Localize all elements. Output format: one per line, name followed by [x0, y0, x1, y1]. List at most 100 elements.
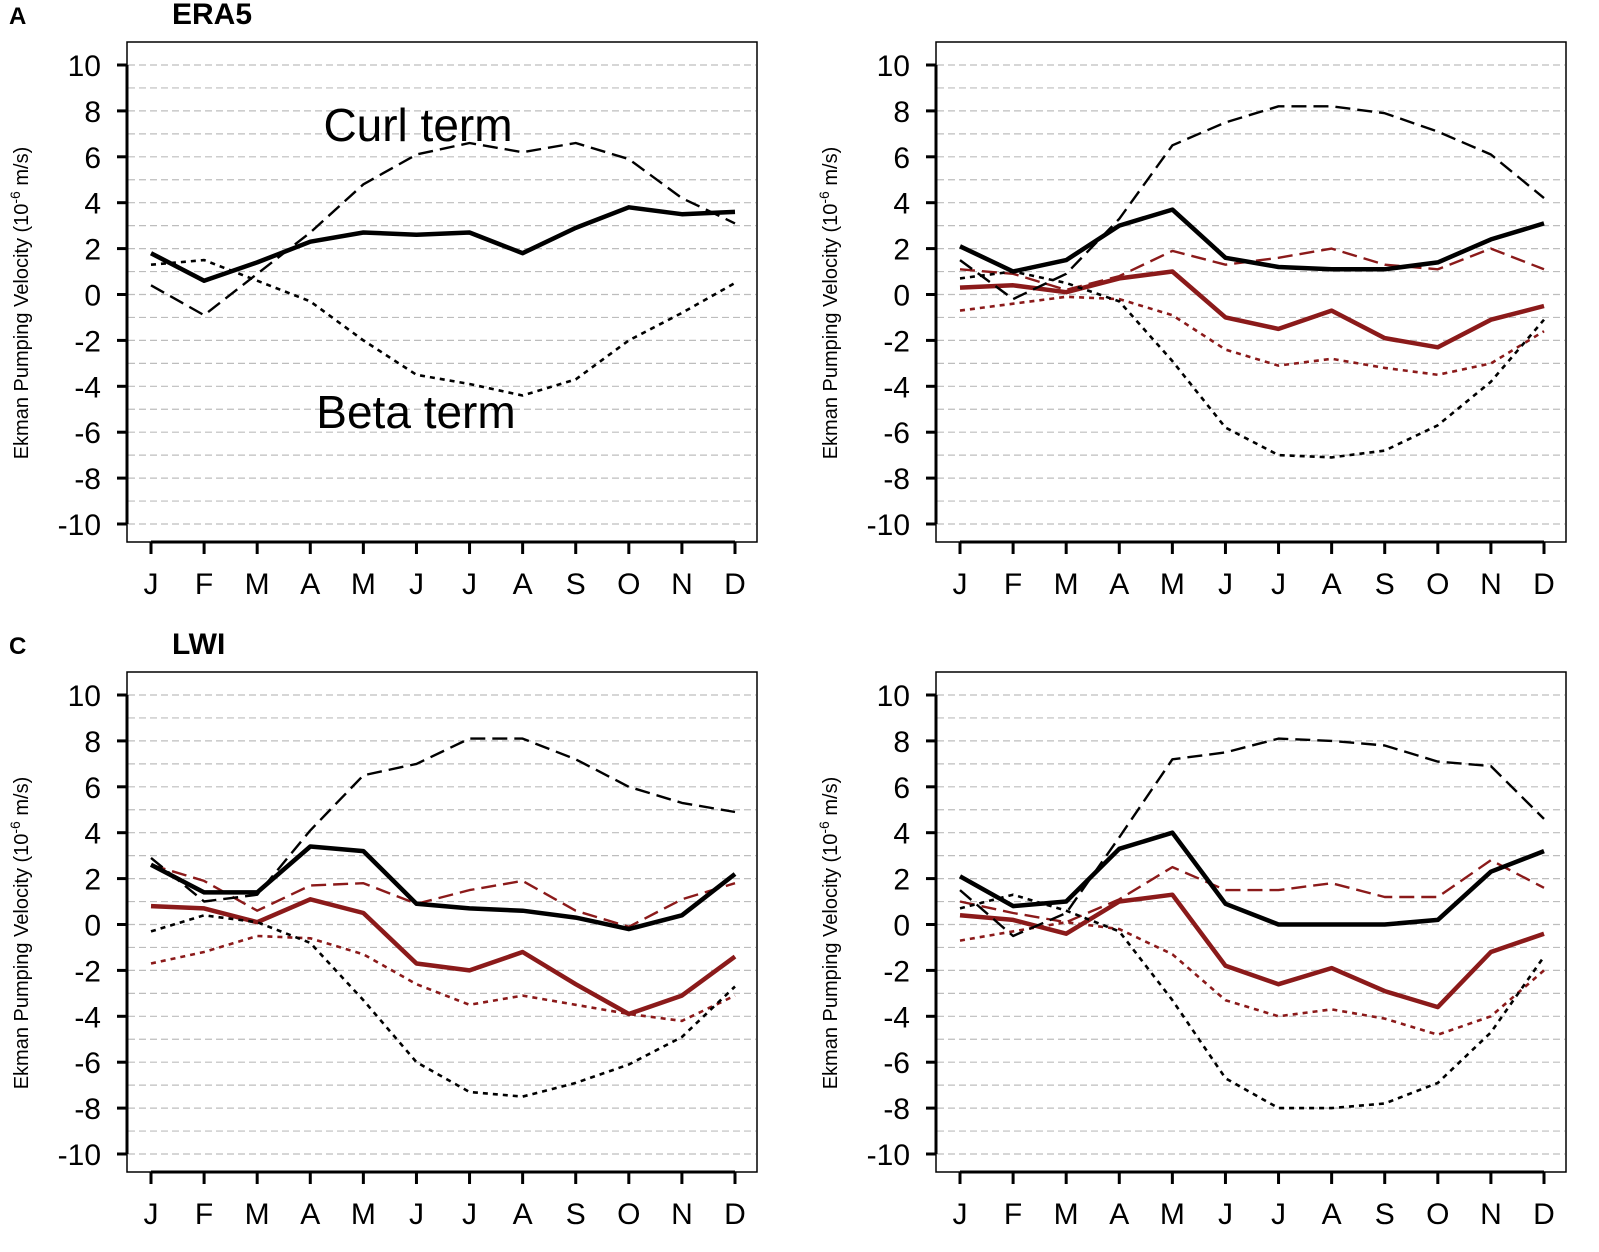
x-tick-label: M — [351, 568, 376, 601]
series-line-curl-term — [150, 737, 736, 903]
x-tick-label: A — [513, 1198, 533, 1231]
y-tick-label: -10 — [58, 509, 101, 542]
y-axis-title-unit: m/s) — [820, 777, 842, 821]
y-axis-title: Ekman Pumping Velocity (10-6 m/s) — [7, 777, 33, 1090]
annotation-label: Curl term — [323, 99, 512, 151]
series-line-total-model — [959, 892, 1545, 1010]
panel-letter: C — [9, 633, 26, 660]
y-tick-label: 6 — [893, 772, 910, 805]
y-axis-title-exponent: -6 — [7, 821, 23, 834]
x-tick-label: O — [617, 1198, 640, 1231]
x-tick-label: J — [144, 1198, 159, 1231]
y-tick-label: -2 — [74, 325, 101, 358]
y-axis-title-unit: m/s) — [11, 777, 33, 821]
x-tick-label: F — [195, 568, 213, 601]
x-tick-label: F — [1004, 1198, 1022, 1231]
x-tick-label: M — [245, 1198, 270, 1231]
y-tick-label: -10 — [867, 509, 910, 542]
series-line-curl-term-model — [959, 858, 1545, 924]
y-tick-label: -10 — [58, 1139, 101, 1172]
series-line-beta-term — [959, 893, 1546, 1110]
x-tick-label: J — [1271, 568, 1286, 601]
x-tick-label: N — [1480, 1198, 1502, 1231]
series-line-beta-term-model — [959, 920, 1545, 1037]
y-tick-label: 8 — [84, 96, 101, 129]
x-tick-label: J — [462, 568, 477, 601]
x-tick-label: J — [1218, 568, 1233, 601]
x-tick-label: A — [1109, 568, 1129, 601]
panel-title: ERA5 — [172, 0, 252, 31]
y-tick-label: -6 — [74, 1047, 101, 1080]
x-tick-label: M — [1160, 1198, 1185, 1231]
series-line-curl-term — [959, 105, 1545, 301]
x-tick-label: M — [1054, 568, 1079, 601]
x-tick-label: A — [1109, 1198, 1129, 1231]
x-tick-label: J — [144, 568, 159, 601]
y-axis-title-exponent: -6 — [7, 191, 23, 204]
x-tick-label: N — [1480, 568, 1502, 601]
y-tick-label: -6 — [883, 1047, 910, 1080]
x-tick-label: F — [195, 1198, 213, 1231]
x-tick-label: A — [300, 568, 320, 601]
y-tick-label: 10 — [877, 680, 910, 713]
y-axis-title: Ekman Pumping Velocity (10-6 m/s) — [816, 777, 842, 1090]
x-tick-label: O — [1426, 1198, 1449, 1231]
y-tick-label: -10 — [867, 1139, 910, 1172]
y-tick-label: 8 — [893, 726, 910, 759]
y-tick-label: 6 — [84, 772, 101, 805]
x-tick-label: D — [724, 1198, 746, 1231]
x-tick-label: D — [724, 568, 746, 601]
x-tick-label: J — [409, 568, 424, 601]
x-tick-label: S — [566, 1198, 586, 1231]
x-tick-label: J — [953, 568, 968, 601]
y-tick-label: 0 — [84, 910, 101, 943]
y-axis-title-unit: m/s) — [11, 147, 33, 191]
y-tick-label: 2 — [84, 234, 101, 267]
y-tick-label: -8 — [74, 1093, 101, 1126]
x-tick-label: O — [617, 568, 640, 601]
plot-frame — [935, 671, 1567, 1173]
y-tick-label: -4 — [74, 371, 101, 404]
y-tick-label: -4 — [883, 371, 910, 404]
y-axis-title-text: Ekman Pumping Velocity (10 — [820, 204, 842, 460]
y-tick-label: -2 — [883, 955, 910, 988]
series-line-curl-term — [150, 141, 736, 317]
series-line-curl-term-model — [959, 247, 1545, 292]
series-line-curl-term-model — [150, 863, 736, 928]
series-line-beta-term — [150, 258, 736, 397]
y-axis-title: Ekman Pumping Velocity (10-6 m/s) — [816, 147, 842, 460]
x-tick-label: M — [1160, 568, 1185, 601]
y-tick-label: 4 — [893, 188, 910, 221]
series-line-beta-term-model — [959, 295, 1545, 377]
panel-letter: A — [9, 3, 26, 30]
y-tick-label: -2 — [74, 955, 101, 988]
y-tick-label: 8 — [893, 96, 910, 129]
y-tick-label: -8 — [74, 463, 101, 496]
y-tick-label: -6 — [883, 417, 910, 450]
y-axis-title-exponent: -6 — [816, 191, 832, 204]
chart-panel-a: A ERA5 10 8 6 4 2 0 -2 -4 -6 -8 -10 Ekman Pumping Vel… — [7, 0, 758, 601]
y-tick-label: 4 — [893, 818, 910, 851]
x-tick-label: A — [300, 1198, 320, 1231]
y-axis-title: Ekman Pumping Velocity (10-6 m/s) — [7, 147, 33, 460]
y-tick-label: 2 — [893, 864, 910, 897]
y-tick-label: -6 — [74, 417, 101, 450]
y-tick-label: 2 — [893, 234, 910, 267]
y-tick-label: 10 — [68, 50, 101, 83]
series-line-total — [959, 207, 1545, 274]
y-tick-label: 8 — [84, 726, 101, 759]
y-axis-title-exponent: -6 — [816, 821, 832, 834]
y-tick-label: 4 — [84, 818, 101, 851]
y-tick-label: 0 — [893, 910, 910, 943]
y-axis-title-text: Ekman Pumping Velocity (10 — [820, 834, 842, 1090]
y-tick-label: 6 — [84, 142, 101, 175]
series-line-total — [958, 830, 1545, 927]
x-tick-label: S — [1375, 1198, 1395, 1231]
series-line-total-model — [959, 269, 1545, 350]
panel-title: LWI — [172, 628, 225, 661]
x-tick-label: M — [351, 1198, 376, 1231]
x-tick-label: M — [1054, 1198, 1079, 1231]
series-line-total — [149, 205, 736, 283]
